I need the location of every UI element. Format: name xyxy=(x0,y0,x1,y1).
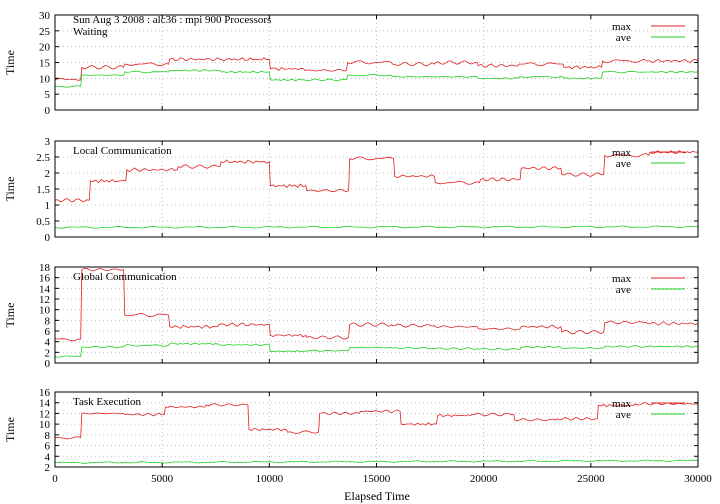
legend-label-ave: ave xyxy=(616,409,631,421)
legend-label-max: max xyxy=(612,273,631,285)
panel-title: Global Communication xyxy=(73,271,177,283)
y-tick-label: 8 xyxy=(45,430,51,442)
legend-label-ave: ave xyxy=(616,32,631,44)
series-line-ave xyxy=(54,225,699,229)
y-tick-label: 2.5 xyxy=(36,152,50,164)
y-tick-label: 1.5 xyxy=(36,184,50,196)
x-tick-label: 5000 xyxy=(151,473,174,485)
series-line-ave xyxy=(54,69,699,88)
y-tick-label: 12 xyxy=(39,294,50,306)
x-tick-label: 15000 xyxy=(363,473,391,485)
legend-label-ave: ave xyxy=(616,284,631,296)
x-tick-label: 25000 xyxy=(577,473,605,485)
series-line-ave xyxy=(54,342,699,358)
y-tick-label: 10 xyxy=(39,305,51,317)
panel-title: Local Communication xyxy=(73,145,172,157)
series-line-max xyxy=(54,402,699,440)
y-tick-label: 4 xyxy=(45,451,51,463)
y-tick-label: 2 xyxy=(45,347,51,359)
series-line-ave xyxy=(54,459,699,464)
x-tick-label: 20000 xyxy=(470,473,498,485)
y-tick-label: 18 xyxy=(39,262,51,274)
y-tick-label: 6 xyxy=(45,441,51,453)
y-tick-label: 14 xyxy=(39,398,51,410)
y-tick-label: 14 xyxy=(39,283,51,295)
legend-label-max: max xyxy=(612,398,631,410)
panel-title: Task Execution xyxy=(73,396,141,408)
x-tick-label: 10000 xyxy=(256,473,284,485)
y-tick-label: 4 xyxy=(45,337,51,349)
x-tick-label: 0 xyxy=(52,473,58,485)
y-tick-label: 0.5 xyxy=(36,216,50,228)
x-tick-label: 30000 xyxy=(684,473,712,485)
y-tick-label: 0 xyxy=(45,358,51,370)
y-tick-label: 2 xyxy=(45,168,51,180)
y-tick-label: 3 xyxy=(45,136,51,148)
y-tick-label: 10 xyxy=(39,73,51,85)
y-tick-label: 2 xyxy=(45,462,51,474)
y-tick-label: 6 xyxy=(45,326,51,338)
y-axis-title: Time xyxy=(3,417,17,442)
y-tick-label: 30 xyxy=(39,10,51,22)
series-line-max xyxy=(54,150,699,203)
legend-label-max: max xyxy=(612,147,631,159)
y-axis-title: Time xyxy=(3,303,17,328)
y-tick-label: 25 xyxy=(39,26,51,38)
y-tick-label: 16 xyxy=(39,387,51,399)
y-tick-label: 5 xyxy=(45,89,51,101)
y-tick-label: 15 xyxy=(39,58,51,70)
y-tick-label: 12 xyxy=(39,408,50,420)
y-axis-title: Time xyxy=(3,50,17,75)
legend-label-ave: ave xyxy=(616,158,631,170)
series-line-max xyxy=(54,57,699,81)
legend-label-max: max xyxy=(612,21,631,33)
y-tick-label: 10 xyxy=(39,419,51,431)
series-line-max xyxy=(54,267,699,342)
y-tick-label: 0 xyxy=(45,105,51,117)
panel-title: Waiting xyxy=(73,26,108,38)
plot-frame xyxy=(54,391,699,468)
x-axis-title: Elapsed Time xyxy=(344,489,410,503)
y-tick-label: 0 xyxy=(45,232,51,244)
figure-header: Sun Aug 3 2008 : alc36 : mpi 900 Process… xyxy=(73,14,271,26)
y-axis-title: Time xyxy=(3,177,17,202)
chart-panels: maxave051015202530WaitingTimemaxave00.51… xyxy=(3,10,712,485)
y-tick-label: 1 xyxy=(45,200,51,212)
y-tick-label: 20 xyxy=(39,42,51,54)
y-tick-label: 8 xyxy=(45,315,51,327)
y-tick-label: 16 xyxy=(39,273,51,285)
